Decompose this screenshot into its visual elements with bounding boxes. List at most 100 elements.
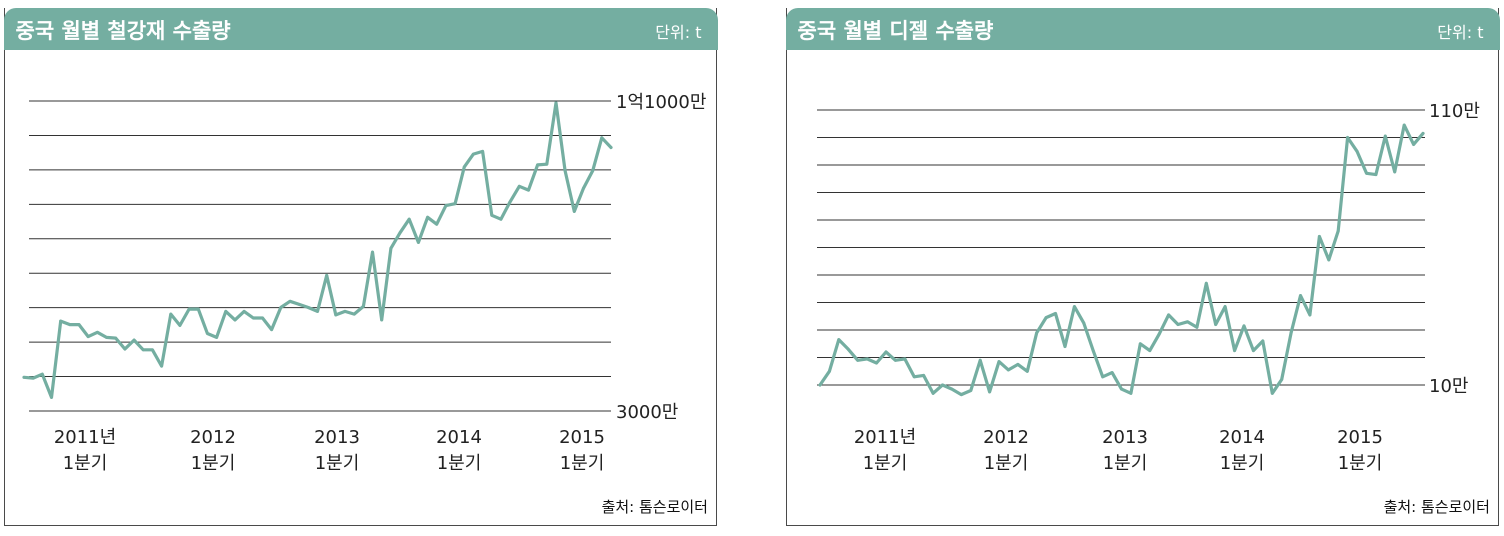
- data-point: [141, 348, 145, 352]
- source-label: 출처: 톰슨로이터: [1383, 498, 1490, 516]
- x-tick-year-label: 2014: [1219, 427, 1265, 448]
- data-point: [417, 241, 420, 244]
- data-point: [196, 307, 200, 311]
- x-tick-quarter-label: 1분기: [1338, 453, 1383, 474]
- data-point: [536, 163, 539, 167]
- data-point: [828, 369, 831, 373]
- data-point: [132, 338, 136, 342]
- data-point: [1214, 323, 1218, 326]
- x-tick-quarter-label: 1분기: [1220, 453, 1265, 474]
- data-point: [151, 348, 154, 352]
- x-tick-year-label: 2012: [983, 427, 1029, 448]
- data-point: [1318, 235, 1321, 238]
- x-tick-quarter-label: 1분기: [315, 453, 360, 474]
- x-tick-year-label: 2011년: [854, 427, 916, 448]
- data-point: [1383, 134, 1387, 138]
- diesel-line-chart: 110만 10만 2011년 1분기 2012 1분기 2013 1분기 2014 1분기 2015…: [817, 101, 1480, 474]
- data-point: [950, 387, 954, 391]
- data-point: [160, 364, 164, 368]
- data-point: [609, 146, 613, 149]
- y-max-label: 110만: [1429, 101, 1480, 122]
- data-point: [1186, 320, 1189, 324]
- data-point: [865, 357, 869, 361]
- data-point: [123, 347, 127, 351]
- data-point: [1412, 143, 1415, 146]
- data-point: [1176, 323, 1180, 326]
- data-point: [1346, 136, 1349, 139]
- x-tick-quarter-label: 1분기: [63, 453, 108, 474]
- data-point: [371, 250, 374, 254]
- steel-export-panel: 중국 월별 철강재 수출량 단위: t 1억1000만 3000만 2011년 1분기…: [3, 8, 718, 526]
- data-point: [1365, 171, 1368, 175]
- x-tick-year-label: 2013: [314, 427, 360, 448]
- data-point: [912, 375, 916, 379]
- data-point: [40, 372, 44, 376]
- data-point: [59, 319, 63, 323]
- data-point: [941, 383, 944, 387]
- data-point: [582, 186, 585, 190]
- data-point: [1035, 331, 1039, 335]
- data-point: [169, 312, 173, 316]
- data-point: [818, 383, 822, 387]
- x-tick-year-label: 2011년: [54, 427, 116, 448]
- data-point: [846, 347, 850, 351]
- data-point: [1289, 331, 1293, 335]
- data-point: [884, 350, 888, 354]
- data-point: [508, 200, 512, 204]
- data-point: [288, 299, 292, 303]
- data-point: [517, 184, 521, 188]
- x-tick-quarter-label: 1분기: [437, 453, 482, 474]
- unit-label: 단위: t: [1437, 23, 1484, 42]
- data-point: [499, 217, 503, 221]
- data-point: [472, 152, 475, 156]
- data-point: [334, 313, 338, 317]
- x-tick-year-label: 2013: [1102, 427, 1148, 448]
- data-point: [96, 330, 99, 334]
- data-point: [1393, 170, 1397, 174]
- data-point: [362, 305, 365, 308]
- data-point: [261, 316, 264, 320]
- x-tick-year-label: 2014: [436, 427, 482, 448]
- data-point: [1299, 294, 1302, 297]
- data-point: [903, 357, 907, 361]
- data-point: [1223, 305, 1227, 308]
- data-point: [105, 336, 108, 339]
- data-point: [407, 217, 411, 221]
- data-point: [1091, 349, 1095, 352]
- data-point: [251, 316, 255, 320]
- data-point: [444, 204, 448, 208]
- data-point: [837, 338, 841, 341]
- data-point: [398, 231, 402, 235]
- source-label: 출처: 톰슨로이터: [601, 498, 708, 516]
- y-max-label: 1억1000만: [616, 92, 706, 113]
- diesel-export-panel: 중국 월별 디젤 수출량 단위: t 110만 10만 2011년 1분기 2012 1분…: [785, 8, 1500, 526]
- data-point: [279, 306, 283, 309]
- data-point: [1204, 281, 1208, 285]
- data-point: [233, 318, 237, 322]
- data-point: [1280, 378, 1284, 381]
- data-point: [453, 202, 457, 206]
- x-tick-year-label: 2015: [559, 427, 605, 448]
- data-point: [959, 393, 963, 396]
- panel-header: 중국 월별 철강재 수출량 단위: t: [3, 8, 718, 50]
- data-point: [1261, 339, 1265, 343]
- data-point: [1355, 149, 1359, 153]
- data-point: [206, 332, 209, 335]
- data-point: [1195, 325, 1199, 329]
- chart-title: 중국 월별 철강재 수출량: [15, 19, 231, 43]
- data-point: [187, 307, 191, 311]
- data-point: [1270, 391, 1274, 395]
- data-point: [1402, 123, 1406, 127]
- data-point: [600, 136, 604, 140]
- series-line: [22, 101, 613, 399]
- data-point: [988, 390, 991, 394]
- data-point: [1308, 313, 1312, 317]
- data-point: [554, 101, 558, 105]
- data-point: [1374, 173, 1378, 177]
- data-point: [1016, 363, 1020, 366]
- data-point: [969, 389, 973, 392]
- data-point: [1233, 349, 1236, 352]
- data-point: [215, 336, 219, 339]
- data-point: [1421, 132, 1425, 135]
- data-point: [270, 328, 273, 331]
